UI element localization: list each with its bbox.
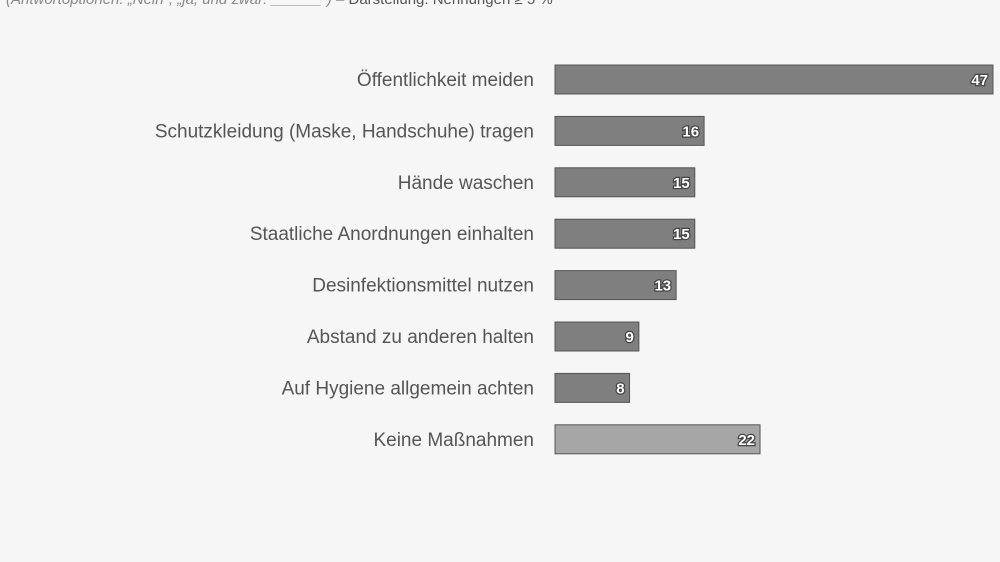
category-label: Schutzkleidung (Maske, Handschuhe) trage… [155, 121, 534, 142]
answer-options: (Antwortoptionen: „Nein", „ja, und zwar:… [6, 0, 332, 8]
bar [554, 424, 761, 455]
bar [554, 270, 677, 301]
category-label: Keine Maßnahmen [373, 430, 534, 451]
data-label: 15 [673, 226, 690, 243]
category-label: Hände waschen [398, 173, 534, 194]
display-note: – Darstellung: Nennungen ≥ 5 % [332, 0, 553, 8]
bar [554, 115, 705, 146]
chart-note: (Antwortoptionen: „Nein", „ja, und zwar:… [6, 0, 553, 8]
data-label: 47 [971, 72, 988, 89]
data-label: 9 [626, 329, 634, 346]
data-label: 22 [738, 432, 755, 449]
category-label: Öffentlichkeit meiden [357, 70, 534, 91]
bar [554, 321, 640, 352]
category-label: Abstand zu anderen halten [307, 327, 534, 348]
category-label: Auf Hygiene allgemein achten [282, 378, 534, 399]
data-label: 13 [654, 278, 671, 295]
bar [554, 218, 696, 249]
data-label: 8 [616, 380, 624, 397]
data-label: 16 [682, 123, 699, 140]
bar [554, 372, 631, 403]
category-label: Staatliche Anordnungen einhalten [250, 224, 534, 245]
bar [554, 167, 696, 198]
bar [554, 64, 994, 95]
data-label: 15 [673, 175, 690, 192]
category-label: Desinfektionsmittel nutzen [312, 276, 534, 297]
